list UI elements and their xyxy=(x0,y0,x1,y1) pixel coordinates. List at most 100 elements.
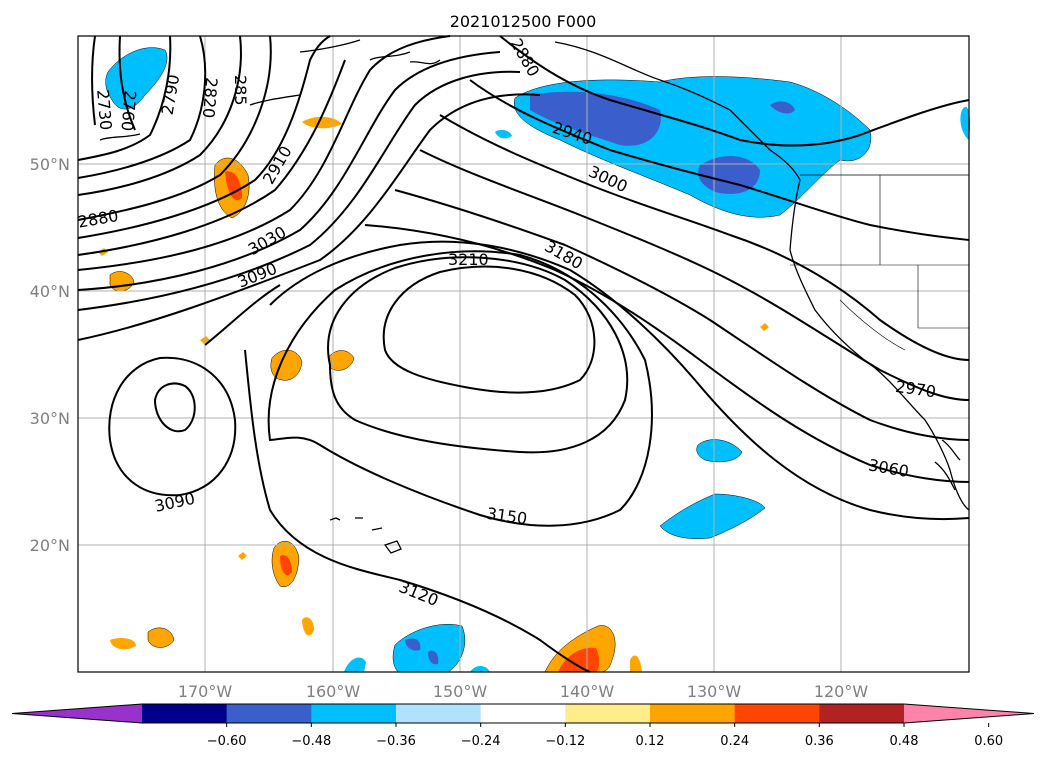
contour-label: 3210 xyxy=(448,250,489,269)
contour-3210 xyxy=(382,265,596,394)
contour-label: 2760 xyxy=(117,90,139,132)
positive-speck-4 xyxy=(760,323,769,331)
colorbar-segment xyxy=(396,704,482,723)
contour-3180 xyxy=(327,256,629,454)
colorbar-segment xyxy=(734,704,820,723)
colorbar-tick-label: 0.24 xyxy=(720,734,749,749)
colorbar-tick-label: 0.12 xyxy=(636,734,665,749)
contour-3120 xyxy=(204,284,591,673)
state-borders xyxy=(790,175,969,351)
colorbar-segment xyxy=(226,704,312,723)
coastlines xyxy=(99,39,970,554)
mexico-coast xyxy=(934,439,961,491)
contour-3090-main xyxy=(269,240,970,521)
colorbar-tick-label: 0.48 xyxy=(890,734,919,749)
positive-area-bottom-b xyxy=(630,655,642,672)
lat-label-20n: 20°N xyxy=(30,536,70,555)
colorbar-tick-label: −0.36 xyxy=(376,734,416,749)
lon-label-150w: 150°W xyxy=(433,682,488,701)
colorbar-tick-label: 0.60 xyxy=(974,734,1003,749)
north-america-coast xyxy=(554,41,970,511)
positive-area-10n-b xyxy=(110,638,136,650)
contour-label: 2820 xyxy=(199,77,221,119)
contour-3000-east xyxy=(419,149,970,401)
contour-3060-west xyxy=(77,93,541,341)
contour-2820 xyxy=(77,35,207,179)
height-contours xyxy=(77,35,970,673)
colorbar xyxy=(11,703,1035,724)
negative-area-edge xyxy=(960,106,971,140)
contour-3000-west xyxy=(77,51,501,291)
colorbar-outline xyxy=(11,703,1035,724)
gridlines xyxy=(78,36,969,672)
colorbar-extend-min xyxy=(12,704,142,723)
latitude-labels: 50°N 40°N 30°N 20°N xyxy=(30,155,70,555)
negative-area-22n xyxy=(659,493,766,539)
contour-2970-west xyxy=(77,35,451,271)
positive-area-13n xyxy=(302,617,314,636)
lat-label-50n: 50°N xyxy=(30,155,70,174)
contour-label: 2730 xyxy=(93,89,115,131)
negative-area-27n xyxy=(696,439,743,463)
contour-2970-east xyxy=(439,114,970,361)
positive-core-18n xyxy=(280,554,292,576)
positive-core-w50 xyxy=(225,171,242,201)
colorbar-segment xyxy=(142,704,228,723)
colorbar-segment xyxy=(311,704,397,723)
contour-2940-west xyxy=(77,59,346,256)
contour-3060-east xyxy=(364,224,970,483)
negative-area-bottom-b xyxy=(344,657,366,672)
colorbar-tick-label: −0.24 xyxy=(461,734,501,749)
colorbar-segment xyxy=(480,704,566,723)
lat-label-30n: 30°N xyxy=(30,409,70,428)
alaska-coast xyxy=(99,39,441,141)
contour-3090-low xyxy=(108,356,237,497)
contour-3030 xyxy=(77,70,521,311)
lon-label-170w: 170°W xyxy=(178,682,233,701)
contour-2790 xyxy=(77,35,172,161)
map-panel: 2730 2760 2790 2820 285 2880 2880 2910 2… xyxy=(76,35,971,673)
colorbar-tick-label: 0.36 xyxy=(805,734,834,749)
contour-2880-west xyxy=(77,35,272,221)
colorbar-segment xyxy=(650,704,736,723)
negative-core-bottom-a xyxy=(405,638,439,665)
lon-label-130w: 130°W xyxy=(687,682,742,701)
colorbar-extend-max xyxy=(904,704,1034,723)
negative-area-bottom-c xyxy=(470,666,490,672)
positive-area-35n-b xyxy=(327,350,355,371)
positive-speck-3 xyxy=(238,552,247,560)
contour-2850 xyxy=(77,35,242,196)
contour-3150 xyxy=(267,250,653,527)
contour-2760 xyxy=(118,35,136,131)
positive-area-top xyxy=(302,116,342,129)
hawaii-islands xyxy=(329,517,402,554)
negative-speck-1 xyxy=(495,129,512,139)
contour-label: 285 xyxy=(231,75,250,106)
colorbar-tick-label: −0.48 xyxy=(291,734,331,749)
contour-2910 xyxy=(77,35,331,239)
negative-area-upper-left xyxy=(105,47,168,110)
positive-core-bottom xyxy=(558,647,600,672)
contour-2730 xyxy=(90,35,96,126)
colorbar-segment xyxy=(819,704,905,723)
lat-label-40n: 40°N xyxy=(30,282,70,301)
contour-3060-low xyxy=(153,382,196,433)
colorbar-tick-label: −0.60 xyxy=(207,734,247,749)
positive-area-35n-a xyxy=(270,350,303,381)
lon-label-160w: 160°W xyxy=(306,682,361,701)
contour-2880-east xyxy=(499,35,970,147)
map-frame xyxy=(77,35,970,673)
contour-2940-east xyxy=(469,79,970,241)
negative-area-coast-north xyxy=(770,101,795,114)
colorbar-segment xyxy=(565,704,651,723)
colorbar-tick-labels: −0.60 −0.48 −0.36 −0.24 −0.12 0.12 0.24 0.36 0.4… xyxy=(207,723,1003,749)
lon-label-120w: 120°W xyxy=(814,682,869,701)
contour-3030-east xyxy=(394,189,970,441)
longitude-labels: 170°W 160°W 150°W 140°W 130°W 120°W xyxy=(178,682,869,701)
lon-label-140w: 140°W xyxy=(560,682,615,701)
negative-area-bottom-a xyxy=(392,623,466,673)
map-title: 2021012500 F000 xyxy=(450,12,597,31)
positive-area-10n-a xyxy=(147,627,175,648)
colorbar-tick-label: −0.12 xyxy=(545,734,585,749)
